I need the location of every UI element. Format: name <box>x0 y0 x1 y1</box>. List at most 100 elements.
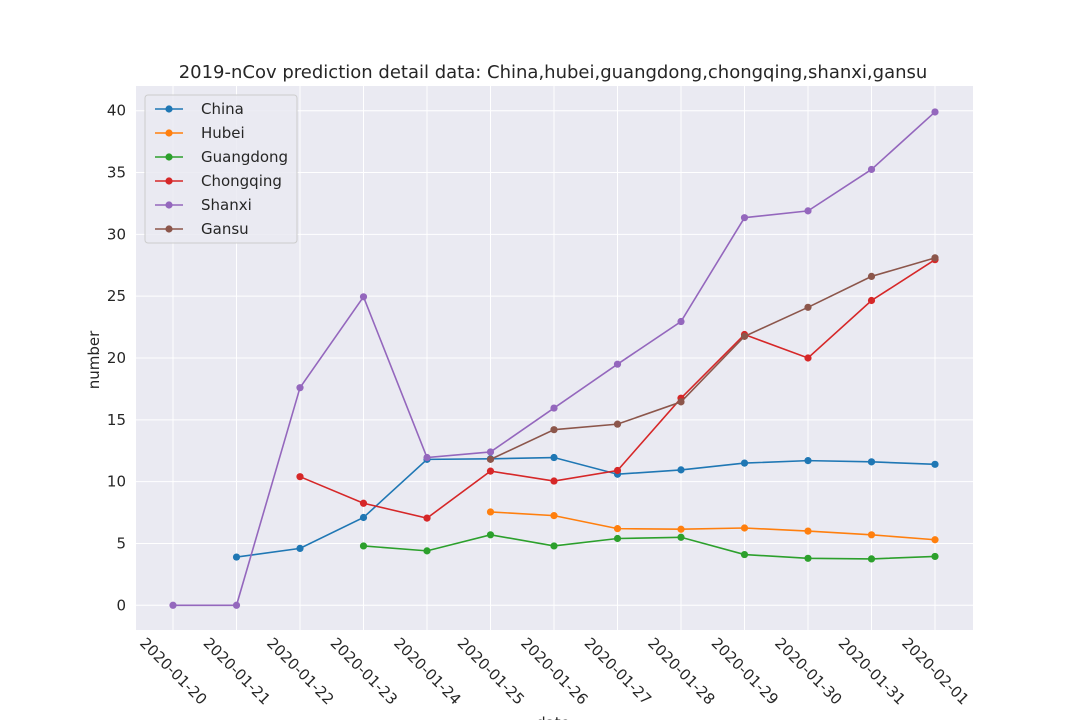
data-point <box>740 459 749 467</box>
data-point <box>232 601 241 609</box>
legend-swatch-marker <box>165 129 173 137</box>
series-shanxi <box>169 108 939 609</box>
data-point <box>486 531 495 539</box>
data-point <box>867 531 876 539</box>
data-point <box>613 466 622 475</box>
data-point <box>359 513 368 522</box>
legend-swatch-marker <box>165 105 173 113</box>
data-point <box>804 527 812 535</box>
data-point <box>677 533 685 541</box>
y-tick-label: 35 <box>107 164 126 182</box>
data-point <box>804 354 812 362</box>
data-point <box>423 453 431 462</box>
data-point <box>804 207 812 215</box>
legend-swatch-marker <box>165 177 173 185</box>
y-tick-label: 0 <box>116 596 126 614</box>
x-tick-label: 2020-01-31 <box>835 634 909 708</box>
x-tick-label: 2020-01-26 <box>517 634 591 708</box>
data-point <box>550 453 558 462</box>
y-tick-label: 10 <box>107 473 126 491</box>
data-point <box>296 384 304 392</box>
data-point <box>740 550 749 559</box>
data-point <box>550 477 558 485</box>
data-point <box>931 108 939 116</box>
x-axis-ticks: 2020-01-202020-01-212020-01-222020-01-23… <box>136 634 972 708</box>
y-tick-label: 5 <box>116 534 126 552</box>
y-tick-label: 40 <box>107 102 126 120</box>
x-tick-label: 2020-01-21 <box>200 634 274 708</box>
series-line <box>490 511 936 541</box>
data-point <box>804 554 812 562</box>
data-point <box>677 466 685 474</box>
data-point <box>296 544 304 553</box>
data-point <box>550 512 558 520</box>
legend-label: Gansu <box>201 220 249 238</box>
data-point <box>867 272 876 280</box>
legend-frame <box>144 94 298 244</box>
legend-label: Hubei <box>201 124 245 142</box>
data-point <box>423 547 431 555</box>
data-point <box>486 448 495 456</box>
data-point <box>867 296 876 305</box>
data-point <box>931 552 939 561</box>
legend-label: China <box>201 100 244 118</box>
x-tick-label: 2020-02-01 <box>898 634 972 708</box>
legend-item: Gansu <box>155 220 249 238</box>
legend-item: Chongqing <box>155 172 282 190</box>
y-tick-label: 25 <box>107 287 126 305</box>
data-point <box>423 514 431 522</box>
y-tick-label: 15 <box>107 411 126 429</box>
x-tick-label: 2020-01-23 <box>327 634 401 708</box>
data-point <box>867 458 876 466</box>
data-point <box>677 398 685 406</box>
y-axis-ticks: 0 5 10 15 20 25 30 35 40 <box>107 102 126 615</box>
data-point <box>804 457 812 465</box>
data-point <box>867 555 876 563</box>
data-point <box>550 404 558 412</box>
legend-item: Hubei <box>155 124 245 142</box>
legend-swatch-marker <box>165 153 173 161</box>
data-point <box>740 524 749 532</box>
legend-item: China <box>155 100 244 118</box>
data-point <box>613 360 622 368</box>
x-tick-label: 2020-01-20 <box>136 634 210 708</box>
data-point <box>486 467 495 475</box>
data-point <box>931 254 939 262</box>
data-point <box>169 601 177 609</box>
data-point <box>613 525 622 533</box>
legend-item: Guangdong <box>155 148 288 166</box>
y-axis-label: number <box>85 330 103 389</box>
legend: China Hubei Guangdong Chongqing Shanxi Gansu <box>144 94 298 244</box>
x-tick-label: 2020-01-28 <box>644 634 718 708</box>
series-china <box>232 453 939 561</box>
data-point <box>232 553 241 561</box>
data-point <box>740 332 749 340</box>
data-point <box>296 473 304 481</box>
data-point <box>677 525 685 533</box>
series-guangdong <box>359 531 939 563</box>
data-point <box>550 426 558 434</box>
series-line <box>236 456 936 558</box>
x-tick-label: 2020-01-22 <box>263 634 337 708</box>
x-tick-label: 2020-01-24 <box>390 634 464 708</box>
data-point <box>486 455 495 463</box>
legend-label: Guangdong <box>201 148 288 166</box>
data-point <box>931 536 939 544</box>
data-point <box>804 303 812 311</box>
data-point <box>613 420 622 428</box>
legend-item: Shanxi <box>155 196 252 214</box>
data-point <box>677 317 685 326</box>
data-point <box>359 293 368 301</box>
data-point <box>740 214 749 222</box>
series-line <box>363 533 936 560</box>
series-hubei <box>486 508 939 544</box>
series-lines <box>169 108 939 609</box>
chart-title: 2019-nCov prediction detail data: China,… <box>179 62 928 83</box>
data-point <box>867 165 876 174</box>
y-tick-label: 30 <box>107 225 126 243</box>
legend-label: Chongqing <box>201 172 282 190</box>
data-point <box>359 542 368 550</box>
legend-label: Shanxi <box>201 196 252 214</box>
x-tick-label: 2020-01-29 <box>708 634 782 708</box>
